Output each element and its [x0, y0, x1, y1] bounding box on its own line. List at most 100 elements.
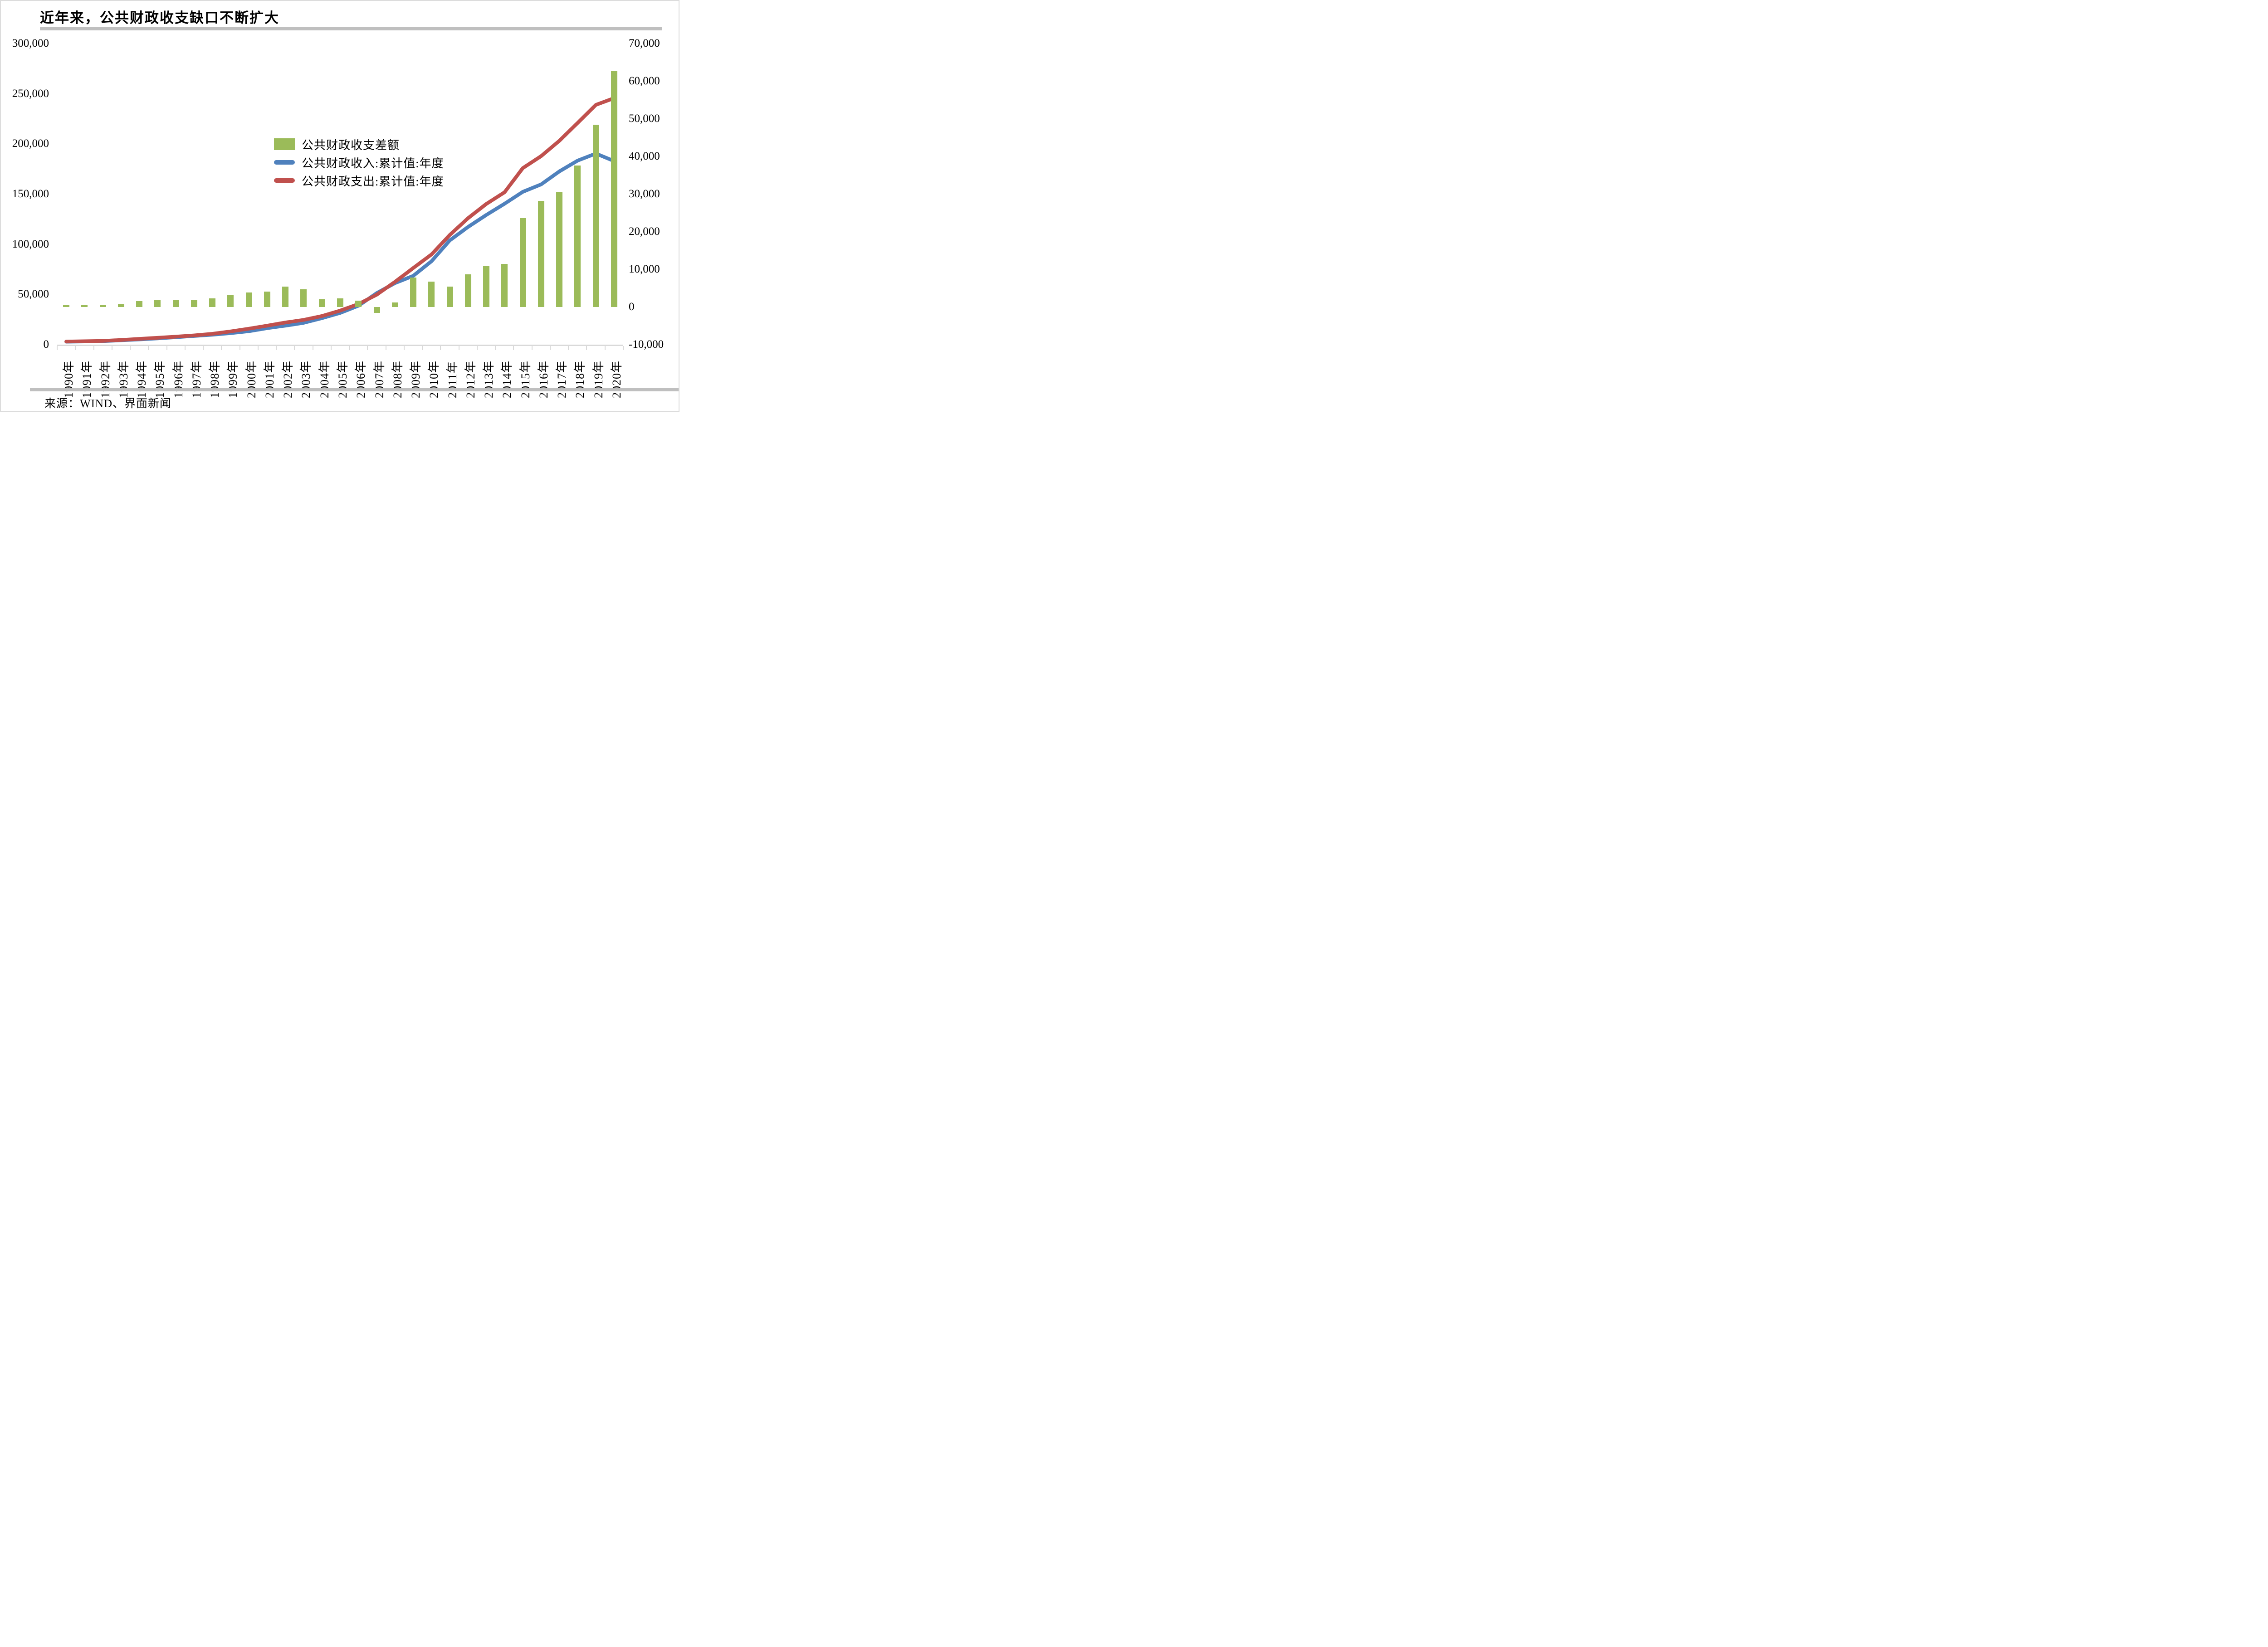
x-axis-category-label: 2012年 [461, 350, 477, 404]
left-axis-label: 250,000 [12, 87, 49, 100]
x-axis-tick [257, 346, 259, 350]
right-axis-label: 20,000 [629, 225, 660, 238]
right-axis-label: 50,000 [629, 112, 660, 125]
x-axis-category-label: 2010年 [425, 350, 440, 404]
legend-label-expenditure: 公共财政支出:累计值:年度 [302, 175, 444, 188]
chart-title: 近年来，公共财政收支缺口不断扩大 [40, 10, 279, 26]
x-axis-category-text: 2009年 [409, 360, 423, 398]
left-axis-label: 100,000 [12, 238, 49, 250]
x-axis-tick [549, 346, 551, 350]
bar-2004 [318, 299, 325, 307]
right-axis-label: -10,000 [629, 338, 664, 351]
x-axis-category-text: 1998年 [208, 360, 222, 398]
x-axis-category-label: 2006年 [352, 350, 367, 404]
legend-label-balance: 公共财政收支差额 [302, 138, 400, 152]
left-axis-label: 150,000 [12, 188, 49, 200]
x-axis-category-text: 2015年 [518, 360, 532, 398]
x-axis-tick [568, 346, 569, 350]
bar-1995 [154, 300, 161, 307]
line-series-layer [64, 96, 616, 344]
legend-item-revenue: 公共财政收入:累计值:年度 [274, 153, 444, 171]
right-axis-label: 10,000 [629, 263, 660, 275]
bar-2010 [428, 281, 435, 307]
bar-1992 [99, 305, 106, 307]
x-axis-category-label: 1997年 [187, 350, 203, 404]
bar-2008 [391, 302, 398, 307]
x-axis-tick [604, 346, 606, 350]
x-axis-category-text: 2003年 [299, 360, 313, 398]
x-axis-category-text: 1993年 [117, 360, 130, 398]
bar-2001 [264, 291, 270, 307]
legend-label-revenue: 公共财政收入:累计值:年度 [302, 156, 444, 170]
x-axis-category-text: 2011年 [445, 361, 459, 398]
right-axis-label: 70,000 [629, 37, 660, 49]
x-axis-tick [57, 346, 58, 350]
x-axis-category-label: 2008年 [388, 350, 404, 404]
x-axis-category-label: 2014年 [498, 350, 513, 404]
x-axis-category-text: 1999年 [226, 360, 240, 398]
bar-1998 [209, 298, 216, 307]
bar-2009 [410, 278, 417, 307]
x-axis-category-text: 1996年 [171, 360, 185, 398]
legend-item-expenditure: 公共财政支出:累计值:年度 [274, 171, 444, 190]
x-axis-category-label: 2019年 [589, 350, 605, 404]
x-axis-category-text: 2007年 [372, 360, 386, 398]
right-axis-label: 40,000 [629, 150, 660, 162]
x-axis-tick [403, 346, 405, 350]
x-axis-category-text: 2016年 [537, 360, 550, 398]
left-axis-label: 0 [43, 338, 49, 351]
x-axis-tick [148, 346, 149, 350]
x-axis-category-text: 2012年 [464, 360, 477, 398]
x-axis-tick [422, 346, 423, 350]
bar-2003 [300, 289, 307, 307]
x-axis-category-text: 2020年 [610, 360, 623, 398]
x-axis-tick [623, 346, 624, 350]
x-axis-category-text: 2018年 [573, 360, 587, 398]
bar-1991 [81, 305, 88, 307]
bar-2013 [483, 265, 490, 307]
bar-2014 [501, 264, 508, 307]
expenditure-line-swatch-icon [274, 178, 295, 183]
bar-2020 [611, 71, 617, 307]
legend: 公共财政收支差额 公共财政收入:累计值:年度 公共财政支出:累计值:年度 [274, 135, 444, 190]
bar-2015 [519, 218, 526, 307]
x-axis-tick [349, 346, 350, 350]
x-axis-category-label: 2018年 [571, 350, 587, 404]
x-axis-tick [276, 346, 277, 350]
bar-1997 [191, 300, 197, 307]
bar-1994 [136, 301, 143, 307]
x-axis-category-text: 2005年 [336, 360, 349, 398]
x-axis-category-label: 2002年 [279, 350, 294, 404]
left-axis-label: 200,000 [12, 137, 49, 150]
x-axis-category-text: 2014年 [500, 360, 514, 398]
bottom-separator [30, 388, 679, 391]
x-axis-category-label: 2017年 [552, 350, 568, 404]
x-axis-tick [440, 346, 441, 350]
x-axis-line [57, 345, 623, 346]
left-axis-label: 50,000 [18, 288, 49, 301]
x-axis-tick [75, 346, 76, 350]
revenue-line-swatch-icon [274, 160, 295, 165]
bar-1990 [63, 305, 70, 307]
x-axis-category-text: 2006年 [354, 360, 368, 398]
plot-area: 300,000 250,000 200,000 150,000 100,000 50,00… [1, 1, 679, 411]
bar-2016 [538, 201, 544, 307]
x-axis-category-text: 1992年 [98, 360, 112, 398]
right-axis-label: 60,000 [629, 75, 660, 87]
x-axis-tick [294, 346, 295, 350]
x-axis-category-text: 2017年 [555, 360, 569, 398]
bar-2000 [245, 292, 252, 307]
x-axis-category-label: 2016年 [534, 350, 550, 404]
x-axis-category-text: 2010年 [427, 360, 441, 398]
bar-2007 [373, 307, 380, 313]
x-axis-category-label: 2011年 [443, 350, 459, 404]
x-axis-category-text: 2004年 [318, 360, 331, 398]
x-axis-category-text: 2000年 [244, 360, 258, 398]
x-axis-tick [476, 346, 478, 350]
x-axis-category-text: 2002年 [281, 360, 295, 398]
x-axis-tick [531, 346, 533, 350]
x-axis-category-text: 1995年 [153, 360, 167, 398]
x-axis-category-label: 1998年 [205, 350, 221, 404]
bar-2018 [574, 166, 581, 307]
legend-item-balance: 公共财政收支差额 [274, 135, 444, 153]
